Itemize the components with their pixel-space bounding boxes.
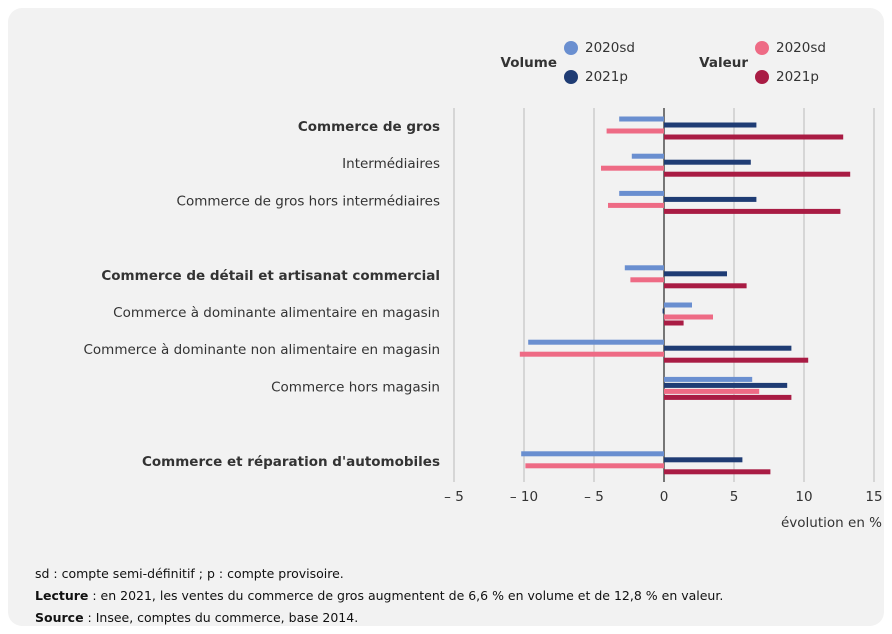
bar <box>619 190 664 196</box>
legend-group: Valeur <box>699 55 748 71</box>
x-tick-label: 15 <box>865 489 882 505</box>
legend-swatch <box>755 70 769 84</box>
legend-swatch <box>564 41 578 55</box>
bar <box>664 171 851 177</box>
legend-label: 2021p <box>585 69 628 85</box>
x-tick-label: 10 <box>795 489 812 505</box>
category-label: Intermédiaires <box>342 156 440 172</box>
bar <box>664 394 792 400</box>
note: sd : compte semi-définitif ; p : compte … <box>35 566 344 581</box>
category-label: Commerce et réparation d'automobiles <box>142 454 440 470</box>
category-label: Commerce hors magasin <box>271 379 440 395</box>
bar <box>606 128 664 134</box>
bar <box>601 165 664 171</box>
bar <box>664 159 751 165</box>
note-label: Lecture <box>35 588 88 603</box>
x-tick-label: 5 <box>730 489 739 505</box>
legend-label: 2021p <box>776 69 819 85</box>
bar <box>664 122 757 128</box>
legend-label: 2020sd <box>776 40 826 56</box>
bar <box>664 302 692 308</box>
bar <box>631 153 664 159</box>
bar <box>664 388 760 394</box>
bar <box>521 451 664 457</box>
category-label: Commerce de gros <box>298 119 440 135</box>
bar <box>630 277 664 283</box>
bar <box>664 208 841 214</box>
x-tick-label: 0 <box>660 489 669 505</box>
x-tick-label: – 10 <box>510 489 538 505</box>
note: Source : Insee, comptes du commerce, bas… <box>35 610 358 625</box>
bar <box>519 351 664 357</box>
bar <box>664 469 771 475</box>
bar <box>664 196 757 202</box>
category-label: Commerce à dominante alimentaire en maga… <box>113 305 440 321</box>
bar <box>664 357 809 363</box>
bar <box>619 116 664 122</box>
bar <box>528 339 664 345</box>
bar <box>664 314 713 320</box>
bar <box>664 283 747 289</box>
category-label: Commerce à dominante non alimentaire en … <box>83 342 440 358</box>
note-label: Source <box>35 610 84 625</box>
bar <box>664 134 844 140</box>
note-text: sd : compte semi-définitif ; p : compte … <box>35 566 344 581</box>
bar <box>664 271 727 277</box>
bar <box>664 345 792 351</box>
legend-swatch <box>755 41 769 55</box>
bar <box>664 320 684 326</box>
bar <box>608 202 664 208</box>
legend-swatch <box>564 70 578 84</box>
note: Lecture : en 2021, les ventes du commerc… <box>35 588 723 603</box>
note-text: : Insee, comptes du commerce, base 2014. <box>84 610 359 625</box>
bar <box>664 376 753 382</box>
bar <box>624 265 664 271</box>
category-label: Commerce de détail et artisanat commerci… <box>101 268 440 284</box>
bar <box>664 457 743 463</box>
x-tick-label: – 5 <box>444 489 464 505</box>
bar <box>525 463 664 469</box>
legend-label: 2020sd <box>585 40 635 56</box>
x-tick-label: – 5 <box>584 489 604 505</box>
category-label: Commerce de gros hors intermédiaires <box>177 193 440 209</box>
bar <box>664 382 788 388</box>
bar <box>662 308 664 314</box>
legend-group: Volume <box>501 55 557 71</box>
note-text: : en 2021, les ventes du commerce de gro… <box>88 588 723 603</box>
x-axis-label: évolution en % <box>781 515 882 531</box>
